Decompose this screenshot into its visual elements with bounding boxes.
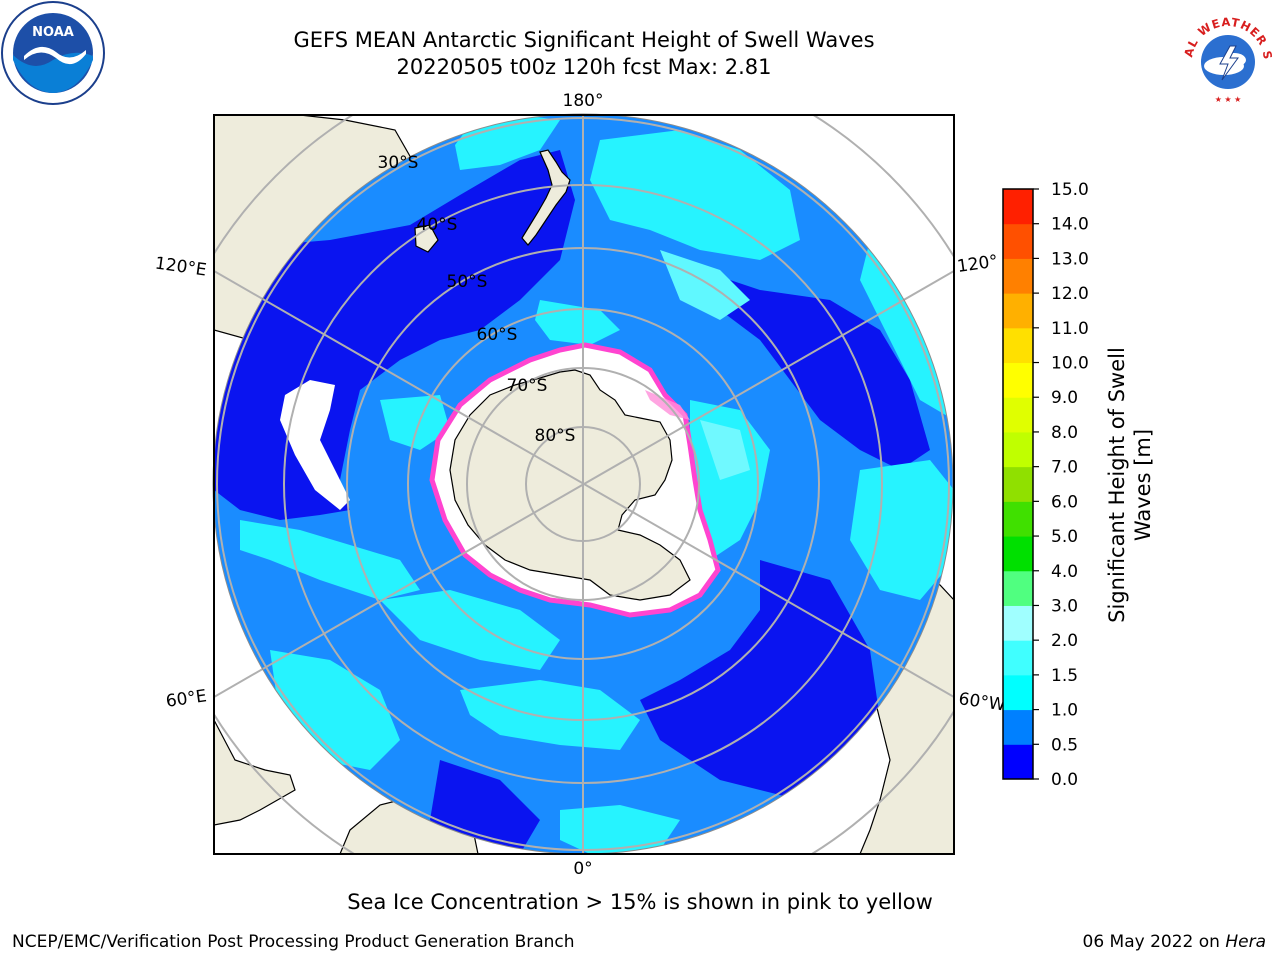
colorbar-tick-label: 8.0 [1051, 423, 1078, 443]
colorbar-tick-label: 0.5 [1051, 735, 1078, 755]
colorbar-segment [1003, 536, 1033, 572]
colorbar-segment [1003, 744, 1033, 780]
colorbar-label-line1: Significant Height of Swell [1105, 347, 1129, 623]
lon-label-120e: 120°E [154, 254, 208, 281]
colorbar-tick-label: 11.0 [1051, 319, 1089, 339]
colorbar-tick-label: 14.0 [1051, 215, 1089, 235]
colorbar-tick-label: 12.0 [1051, 284, 1089, 304]
lon-label-120w: 120° [956, 251, 999, 277]
colorbar-tick-label: 3.0 [1051, 596, 1078, 616]
colorbar-tick-label: 0.0 [1051, 770, 1078, 790]
colorbar-segment [1003, 605, 1033, 641]
lat-label-50s: 50°S [447, 272, 488, 292]
colorbar-segment [1003, 327, 1033, 364]
colorbar-tick-label: 7.0 [1051, 458, 1078, 478]
colorbar-segment [1003, 293, 1033, 329]
noaa-logo-icon: NOAA [1, 1, 105, 105]
colorbar-tick-label: 4.0 [1051, 562, 1078, 582]
colorbar-segment [1003, 258, 1033, 294]
colorbar-segment [1003, 570, 1033, 606]
colorbar: 0.0 0.5 1.0 1.5 2.0 3.0 4.0 5.0 6.0 7.0 8.0 9.0 10.0… [1002, 180, 1089, 790]
footer-date: 06 May 2022 on Hera [1083, 932, 1267, 952]
svg-text:★ ★ ★: ★ ★ ★ [1215, 95, 1242, 104]
colorbar-label-line2: Waves [m] [1131, 429, 1155, 541]
new-zealand-land [521, 149, 571, 246]
colorbar-segment [1003, 189, 1033, 225]
footer-date-text: 06 May 2022 on [1082, 932, 1226, 952]
lat-label-60s: 60°S [477, 325, 518, 345]
lat-label-30s: 30°S [378, 153, 419, 173]
colorbar-tick-label: 1.0 [1051, 701, 1078, 721]
colorbar-segment [1003, 362, 1033, 398]
colorbar-segment [1003, 640, 1033, 676]
lat-label-70s: 70°S [507, 376, 548, 396]
colorbar-segment [1003, 223, 1033, 259]
colorbar-segment [1003, 397, 1033, 433]
sea-ice-note: Sea Ice Concentration > 15% is shown in … [347, 890, 933, 914]
colorbar-tick-label: 15.0 [1051, 180, 1089, 200]
footer-credit: NCEP/EMC/Verification Post Processing Pr… [12, 932, 575, 952]
national-weather-service-logo-icon: NATIONAL WEATHER SERVICE ★ ★ ★ [1176, 6, 1278, 108]
colorbar-tick-label: 1.5 [1051, 666, 1078, 686]
colorbar-segment [1003, 431, 1033, 468]
lat-label-40s: 40°S [417, 215, 458, 235]
map-subtitle: 20220505 t00z 120h fcst Max: 2.81 [396, 55, 772, 79]
colorbar-tick-label: 5.0 [1051, 527, 1078, 547]
colorbar-segment [1003, 466, 1033, 502]
lon-label-60w: 60°W [957, 689, 1006, 715]
map-frame [213, 114, 955, 855]
colorbar-frame [1002, 188, 1034, 780]
colorbar-segment [1003, 501, 1033, 537]
antarctica-land [449, 369, 691, 601]
lat-label-80s: 80°S [535, 426, 576, 446]
graticule [214, 115, 954, 854]
colorbar-tick-label: 13.0 [1051, 249, 1089, 269]
svg-text:NOAA: NOAA [32, 25, 74, 40]
colorbar-tick-label: 9.0 [1051, 388, 1078, 408]
lon-label-0: 0° [573, 859, 592, 879]
colorbar-segment [1003, 674, 1033, 711]
colorbar-tick-label: 10.0 [1051, 354, 1089, 374]
footer-machine: Hera [1225, 932, 1266, 952]
map-title: GEFS MEAN Antarctic Significant Height o… [293, 28, 875, 52]
colorbar-tick-label: 2.0 [1051, 631, 1078, 651]
lon-label-60e: 60°E [165, 686, 208, 711]
colorbar-tick-label: 6.0 [1051, 492, 1078, 512]
lon-label-180: 180° [563, 91, 604, 111]
colorbar-segment [1003, 709, 1033, 745]
